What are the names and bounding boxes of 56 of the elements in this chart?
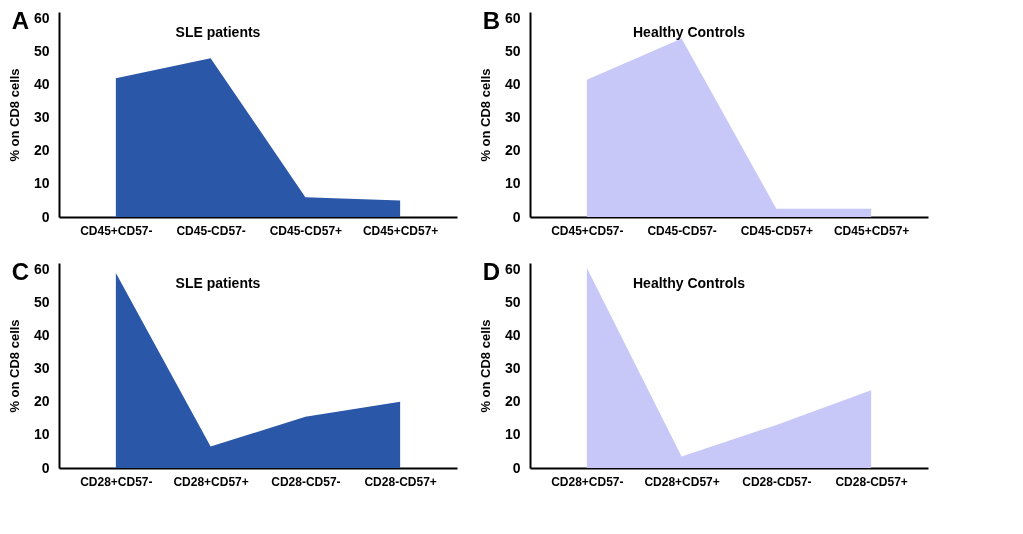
x-tick-label: CD28+CD57+ <box>644 474 720 489</box>
x-tick-label: CD45+CD57- <box>80 223 153 238</box>
y-tick-label: 10 <box>504 426 521 443</box>
x-tick-label: CD28+CD57- <box>551 474 624 489</box>
y-axis-title: % on CD8 cells <box>6 68 22 162</box>
x-tick-label: CD45-CD57- <box>176 223 246 238</box>
x-tick-label: CD45+CD57+ <box>362 223 439 238</box>
y-tick-label: 20 <box>33 142 50 159</box>
y-tick-label: 50 <box>33 43 50 60</box>
y-tick-label: 50 <box>504 43 521 60</box>
y-tick-label: 40 <box>33 76 50 93</box>
y-tick-label: 40 <box>33 327 50 344</box>
y-tick-label: 10 <box>33 426 50 443</box>
y-tick-label: 20 <box>504 393 521 410</box>
y-tick-label: 20 <box>504 142 521 159</box>
y-axis-title: % on CD8 cells <box>6 319 22 413</box>
y-axis-title: % on CD8 cells <box>477 68 493 162</box>
text: Healthy Controls <box>632 275 746 291</box>
y-tick-label: 60 <box>504 261 521 278</box>
x-tick-label: CD45-CD57+ <box>269 223 343 238</box>
x-tick-label: CD28+CD57- <box>80 474 153 489</box>
x-tick-label: CD45-CD57- <box>647 223 717 238</box>
y-tick-label: 30 <box>33 109 50 126</box>
text: D <box>482 258 500 285</box>
y-tick-label: 0 <box>512 208 521 225</box>
y-tick-label: 0 <box>41 459 50 476</box>
y-tick-label: 30 <box>504 360 521 377</box>
y-tick-label: 30 <box>504 109 521 126</box>
y-tick-label: 50 <box>33 294 50 311</box>
y-tick-label: 20 <box>33 393 50 410</box>
text: B <box>482 7 500 34</box>
y-tick-label: 10 <box>33 175 50 192</box>
x-tick-label: CD28-CD57- <box>742 474 812 489</box>
x-tick-label: CD28+CD57+ <box>173 474 249 489</box>
y-tick-label: 10 <box>504 175 521 192</box>
y-axis-title: % on CD8 cells <box>477 319 493 413</box>
y-tick-label: 60 <box>33 261 50 278</box>
text: Healthy Controls <box>632 24 746 40</box>
text: SLE patients <box>175 275 261 291</box>
y-tick-label: 50 <box>504 294 521 311</box>
x-tick-label: CD28-CD57+ <box>835 474 908 489</box>
text: A <box>11 7 29 34</box>
x-tick-label: CD45+CD57- <box>551 223 624 238</box>
text: SLE patients <box>175 24 261 40</box>
y-tick-label: 40 <box>504 327 521 344</box>
y-tick-label: 30 <box>33 360 50 377</box>
x-tick-label: CD28-CD57- <box>271 474 341 489</box>
y-tick-label: 40 <box>504 76 521 93</box>
x-tick-label: CD28-CD57+ <box>364 474 437 489</box>
y-tick-label: 60 <box>504 10 521 27</box>
text: C <box>11 258 29 285</box>
x-tick-label: CD45+CD57+ <box>833 223 910 238</box>
x-tick-label: CD45-CD57+ <box>740 223 814 238</box>
y-tick-label: 0 <box>41 208 50 225</box>
y-tick-label: 60 <box>33 10 50 27</box>
y-tick-label: 0 <box>512 459 521 476</box>
